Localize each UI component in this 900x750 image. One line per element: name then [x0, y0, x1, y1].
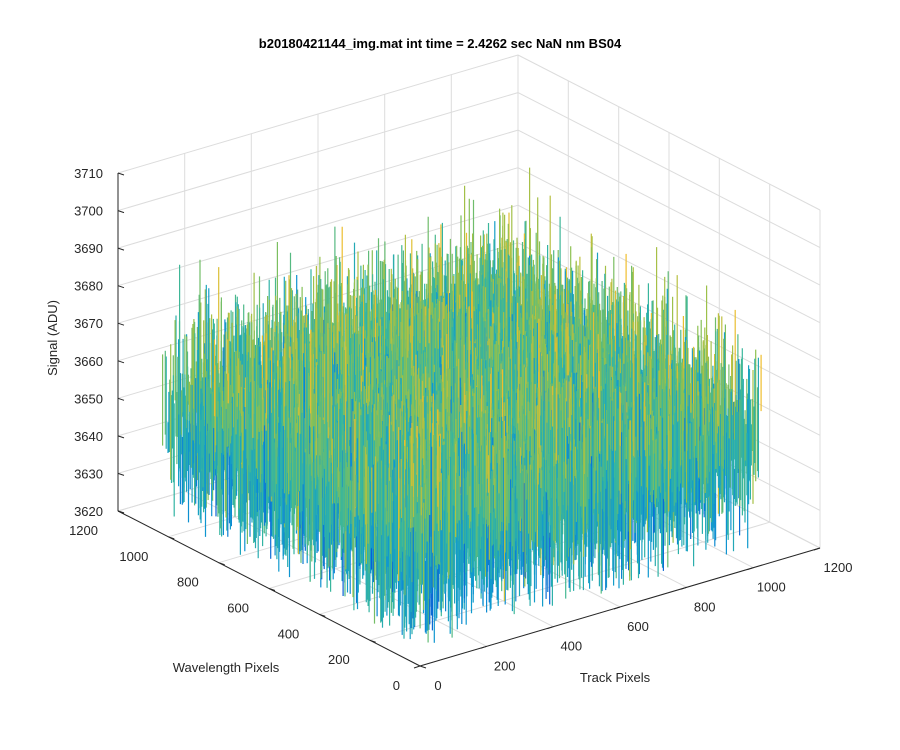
grid-line — [117, 129, 519, 249]
grid-line — [517, 242, 821, 399]
grid-line — [117, 167, 519, 287]
grid-line — [117, 54, 519, 174]
grid-line — [117, 92, 519, 212]
signal-surface — [162, 167, 762, 643]
grid-line — [517, 204, 821, 361]
grid-line — [517, 129, 821, 286]
grid-line — [117, 204, 519, 324]
grid-line — [517, 167, 821, 324]
grid-line — [517, 92, 821, 249]
grid-line — [517, 54, 821, 211]
